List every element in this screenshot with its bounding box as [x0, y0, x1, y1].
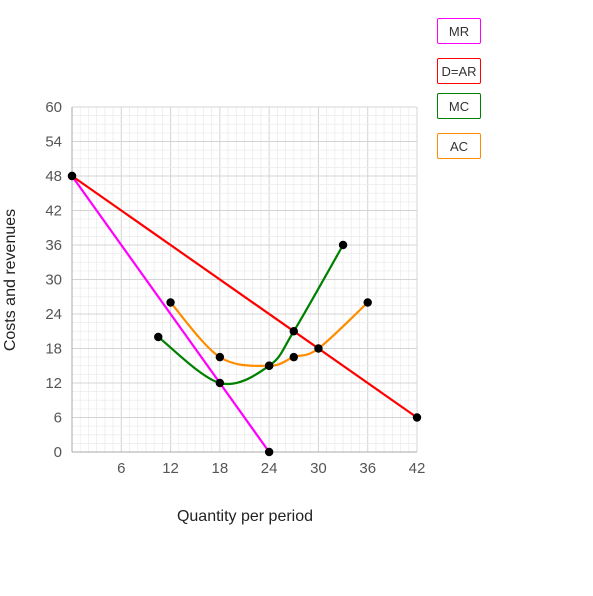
data-point-ac — [314, 344, 323, 353]
data-point-d-ar — [67, 171, 77, 181]
y-tick-label: 54 — [45, 134, 62, 151]
x-tick-label: 30 — [310, 460, 327, 477]
series-line-mc — [157, 244, 345, 386]
y-tick-label: 0 — [54, 444, 62, 461]
x-tick-label: 36 — [359, 460, 376, 477]
data-points — [67, 171, 422, 457]
y-tick-label: 24 — [45, 306, 62, 323]
y-tick-label: 48 — [45, 168, 62, 185]
data-point-ac — [215, 352, 225, 362]
y-tick-label: 18 — [45, 341, 62, 358]
data-point-ac — [289, 352, 298, 362]
x-tick-label: 12 — [162, 460, 179, 477]
legend-item-mr[interactable]: MR — [437, 18, 481, 44]
tick-labels: 6 12 18 24 30 36 42 0 6 12 18 24 30 36 42 48 54 60 — [45, 99, 425, 477]
data-point-mr — [264, 447, 274, 457]
y-axis-title: Costs and revenues — [2, 209, 19, 351]
grid — [71, 106, 418, 453]
legend-item-mc[interactable]: MC — [437, 93, 481, 119]
y-tick-label: 12 — [45, 375, 62, 392]
y-tick-label: 6 — [54, 410, 62, 427]
data-point-ac — [264, 361, 274, 370]
data-point-mc — [289, 327, 298, 336]
x-tick-label: 24 — [261, 460, 278, 477]
series-line-mr — [71, 175, 271, 453]
series-line-d-ar — [71, 175, 418, 419]
y-tick-label: 30 — [45, 272, 62, 289]
x-tick-label: 18 — [212, 460, 229, 477]
x-tick-label: 6 — [117, 460, 125, 477]
y-tick-label: 36 — [45, 237, 62, 254]
data-point-mc — [215, 378, 225, 388]
y-tick-label: 42 — [45, 203, 62, 220]
legend-item-ac[interactable]: AC — [437, 133, 481, 159]
x-axis-title: Quantity per period — [177, 508, 313, 525]
y-tick-label: 60 — [45, 99, 62, 116]
x-tick-label: 42 — [409, 460, 426, 477]
data-point-mc — [154, 332, 163, 342]
legend-item-d-ar[interactable]: D=AR — [437, 58, 481, 84]
data-point-mc — [338, 240, 348, 250]
data-point-ac — [166, 298, 175, 307]
series-line-ac — [169, 301, 369, 367]
data-point-d-ar — [412, 413, 422, 422]
data-point-ac — [363, 298, 372, 307]
